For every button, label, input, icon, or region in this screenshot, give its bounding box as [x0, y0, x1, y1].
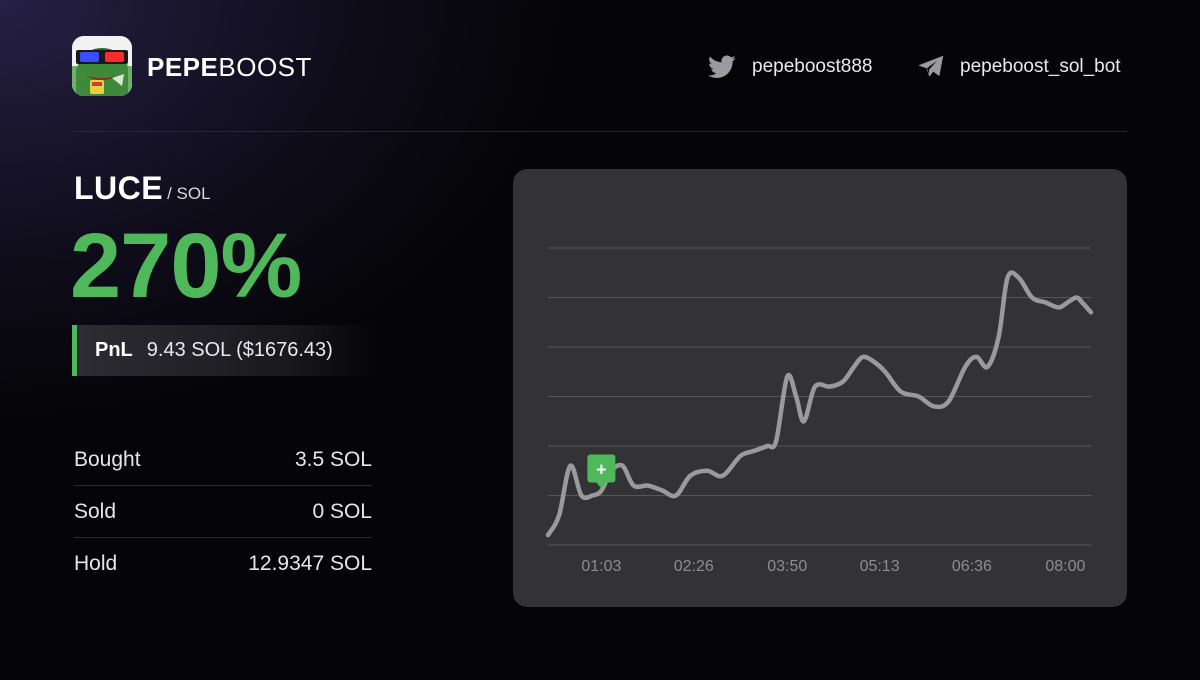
price-chart: 01:03 02:26 03:50 05:13 06:36 08:00 + [545, 247, 1094, 575]
token-symbol: LUCE [74, 170, 164, 206]
pnl-label: PnL [95, 339, 133, 361]
telegram-icon [918, 55, 944, 77]
header-divider [72, 131, 1127, 132]
stat-row-bought: Bought 3.5 SOL [74, 434, 372, 486]
stats-table: Bought 3.5 SOL Sold 0 SOL Hold 12.9347 S… [74, 434, 372, 590]
stat-value: 0 SOL [312, 499, 372, 523]
header: PEPEBOOST pepeboost888 pepeboost_sol_bot [72, 36, 1127, 96]
stat-label: Sold [74, 499, 117, 523]
x-tick-label: 06:36 [952, 558, 992, 575]
buy-marker-pointer [596, 482, 607, 489]
stat-value: 12.9347 SOL [248, 552, 372, 575]
stat-row-hold: Hold 12.9347 SOL [74, 538, 372, 590]
telegram-link[interactable]: pepeboost_sol_bot [918, 54, 1121, 80]
buy-marker-label: + [596, 460, 607, 480]
pnl-percent: 270% [70, 215, 302, 317]
price-chart-card: 01:03 02:26 03:50 05:13 06:36 08:00 + [513, 169, 1127, 607]
stat-label: Bought [74, 447, 141, 471]
stat-row-sold: Sold 0 SOL [74, 486, 372, 538]
x-tick-label: 02:26 [674, 558, 714, 575]
trading-pair: LUCE / SOL [74, 170, 211, 207]
brand-name-light: BOOST [218, 52, 312, 82]
price-line [545, 270, 1094, 538]
stat-value: 3.5 SOL [294, 447, 372, 471]
pepe-logo [72, 36, 132, 96]
brand-name-bold: PEPE [147, 52, 219, 82]
x-tick-label: 08:00 [1045, 558, 1085, 575]
quote-symbol: / SOL [167, 184, 211, 203]
twitter-icon [708, 55, 736, 78]
twitter-link[interactable]: pepeboost888 [708, 54, 872, 80]
pnl-value: 9.43 SOL ($1676.43) [146, 339, 333, 361]
x-tick-label: 05:13 [860, 558, 900, 575]
x-tick-label: 03:50 [767, 558, 807, 575]
telegram-handle: pepeboost_sol_bot [960, 56, 1121, 77]
x-tick-label: 01:03 [581, 558, 621, 575]
buy-marker [587, 454, 616, 483]
stat-label: Hold [74, 552, 118, 575]
brand-name: PEPEBOOST [147, 52, 312, 83]
pnl-box: PnL 9.43 SOL ($1676.43) [72, 325, 372, 376]
twitter-handle: pepeboost888 [752, 56, 873, 77]
